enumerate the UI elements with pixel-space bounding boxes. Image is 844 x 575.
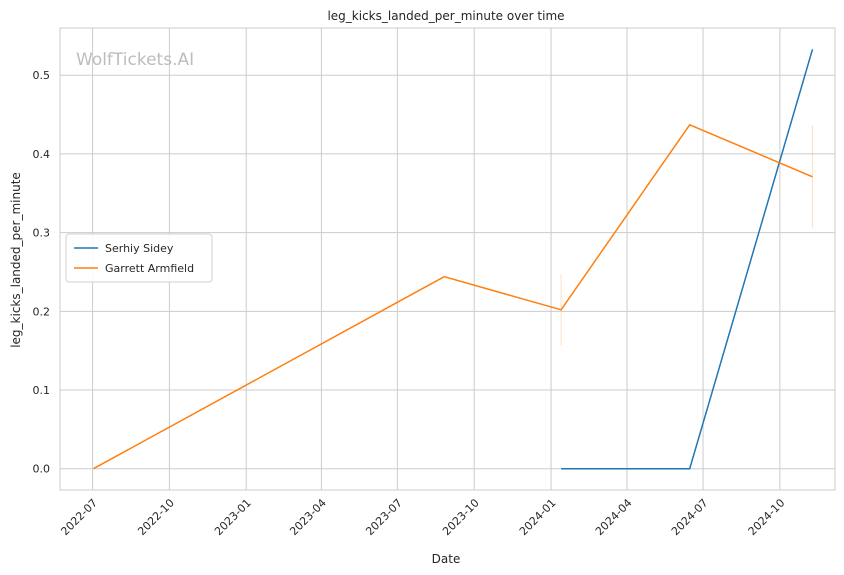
- series-lines: [93, 49, 814, 470]
- chart-title: leg_kicks_landed_per_minute over time: [327, 9, 564, 23]
- x-tick-label: 2023-04: [287, 496, 329, 538]
- x-tick-label: 2023-07: [363, 496, 405, 538]
- legend-box: [65, 233, 213, 283]
- legend-label-serhiy-sidey: Serhiy Sidey: [105, 242, 174, 255]
- x-tick-label: 2024-04: [593, 496, 635, 538]
- legend-label-garrett-armfield: Garrett Armfield: [105, 262, 194, 275]
- y-tick-label: 0.2: [33, 305, 51, 318]
- x-tick-label: 2024-07: [669, 496, 711, 538]
- x-tick-label: 2024-01: [517, 496, 559, 538]
- x-tick-label: 2023-01: [212, 496, 254, 538]
- y-tick-label: 0.0: [33, 463, 51, 476]
- y-tick-label: 0.1: [33, 384, 51, 397]
- grid: [60, 28, 835, 490]
- x-tick-label: 2024-10: [746, 496, 788, 538]
- x-tick-label: 2023-10: [440, 496, 482, 538]
- y-tick-label: 0.4: [33, 148, 51, 161]
- x-tick-label: 2022-10: [135, 496, 177, 538]
- x-axis-label: Date: [432, 552, 461, 566]
- x-axis-ticks: 2022-07 2022-10 2023-01 2023-04 2023-07 2023-…: [58, 496, 787, 538]
- y-axis-label: leg_kicks_landed_per_minute: [9, 172, 23, 348]
- y-tick-label: 0.5: [33, 69, 51, 82]
- legend: Serhiy Sidey Garrett Armfield: [65, 233, 213, 283]
- x-tick-label: 2022-07: [58, 496, 100, 538]
- watermark: WolfTickets.AI: [76, 50, 194, 70]
- y-tick-label: 0.3: [33, 227, 51, 240]
- y-axis-ticks: 0.0 0.1 0.2 0.3 0.4 0.5: [33, 69, 51, 476]
